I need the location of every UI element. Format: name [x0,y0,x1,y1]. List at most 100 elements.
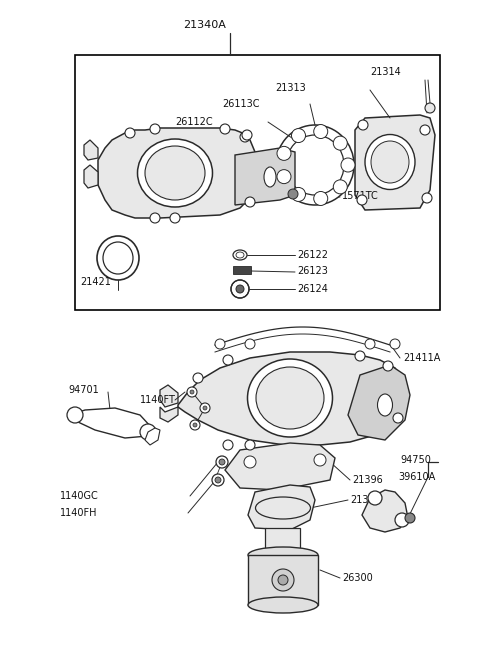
Circle shape [125,128,135,138]
Text: 26124: 26124 [297,284,328,294]
Circle shape [193,423,197,427]
Ellipse shape [145,146,205,200]
Text: 26113C: 26113C [222,99,260,109]
Polygon shape [362,490,408,532]
Text: 26123: 26123 [297,266,328,276]
Circle shape [245,197,255,207]
Polygon shape [348,365,410,440]
Circle shape [314,454,326,466]
Circle shape [216,456,228,468]
Circle shape [291,128,305,143]
Ellipse shape [278,575,288,585]
Bar [233,266,251,274]
Circle shape [203,406,207,410]
Text: 26122: 26122 [297,250,328,260]
Circle shape [223,355,233,365]
Text: 21411A: 21411A [403,353,440,363]
Ellipse shape [255,497,311,519]
Polygon shape [98,128,258,218]
Circle shape [333,180,347,194]
Ellipse shape [377,394,393,416]
Circle shape [393,413,403,423]
Circle shape [200,403,210,413]
Circle shape [190,390,194,394]
Text: 26112C: 26112C [175,117,213,127]
Polygon shape [160,385,178,407]
Circle shape [341,158,355,172]
Circle shape [314,191,328,206]
Circle shape [333,136,347,150]
Circle shape [405,513,415,523]
Ellipse shape [371,141,409,183]
Text: 1571TC: 1571TC [342,191,379,201]
Circle shape [240,132,250,142]
Circle shape [231,280,249,298]
Circle shape [245,339,255,349]
Ellipse shape [103,242,133,274]
Polygon shape [265,528,300,555]
Circle shape [244,456,256,468]
Circle shape [67,407,83,423]
Circle shape [236,285,244,293]
Ellipse shape [248,547,318,563]
Circle shape [223,440,233,450]
Ellipse shape [276,125,354,205]
Text: 21396: 21396 [352,475,383,485]
Text: 21314: 21314 [370,67,401,77]
Circle shape [187,387,197,397]
Ellipse shape [236,252,244,258]
Polygon shape [160,407,178,422]
Text: 21340A: 21340A [183,20,227,30]
Ellipse shape [272,569,294,591]
Circle shape [190,420,200,430]
Ellipse shape [97,236,139,280]
Ellipse shape [365,134,415,189]
Circle shape [420,125,430,135]
Bar [75,55,440,310]
Circle shape [150,213,160,223]
Text: 94701: 94701 [68,385,99,395]
Circle shape [215,477,221,483]
Circle shape [219,459,225,465]
Polygon shape [84,165,98,188]
Ellipse shape [256,367,324,429]
Ellipse shape [248,359,333,437]
Polygon shape [178,352,405,445]
Circle shape [368,491,382,505]
Circle shape [291,187,305,202]
Text: 1140FH: 1140FH [60,508,97,518]
Circle shape [242,130,252,140]
Polygon shape [145,428,160,445]
Ellipse shape [248,597,318,613]
Text: 21395: 21395 [350,495,381,505]
Text: 1140GC: 1140GC [60,491,99,501]
Circle shape [170,213,180,223]
Circle shape [193,373,203,383]
Circle shape [390,339,400,349]
Polygon shape [225,443,335,490]
Circle shape [425,103,435,113]
Polygon shape [248,485,315,530]
Polygon shape [355,115,435,210]
Circle shape [220,124,230,134]
Polygon shape [84,140,98,160]
Bar [248,555,318,605]
Ellipse shape [137,139,213,207]
Circle shape [314,124,328,138]
Text: 1140FT: 1140FT [140,395,176,405]
Text: 26300: 26300 [342,573,373,583]
Ellipse shape [233,250,247,260]
Circle shape [358,120,368,130]
Circle shape [395,513,409,527]
Text: 21313: 21313 [275,83,306,93]
Circle shape [277,170,291,183]
Polygon shape [70,408,152,438]
Circle shape [365,339,375,349]
Polygon shape [235,148,295,205]
Circle shape [212,474,224,486]
Ellipse shape [264,167,276,187]
Text: 39610A: 39610A [398,472,435,482]
Circle shape [288,189,298,199]
Circle shape [150,124,160,134]
Ellipse shape [286,135,344,195]
